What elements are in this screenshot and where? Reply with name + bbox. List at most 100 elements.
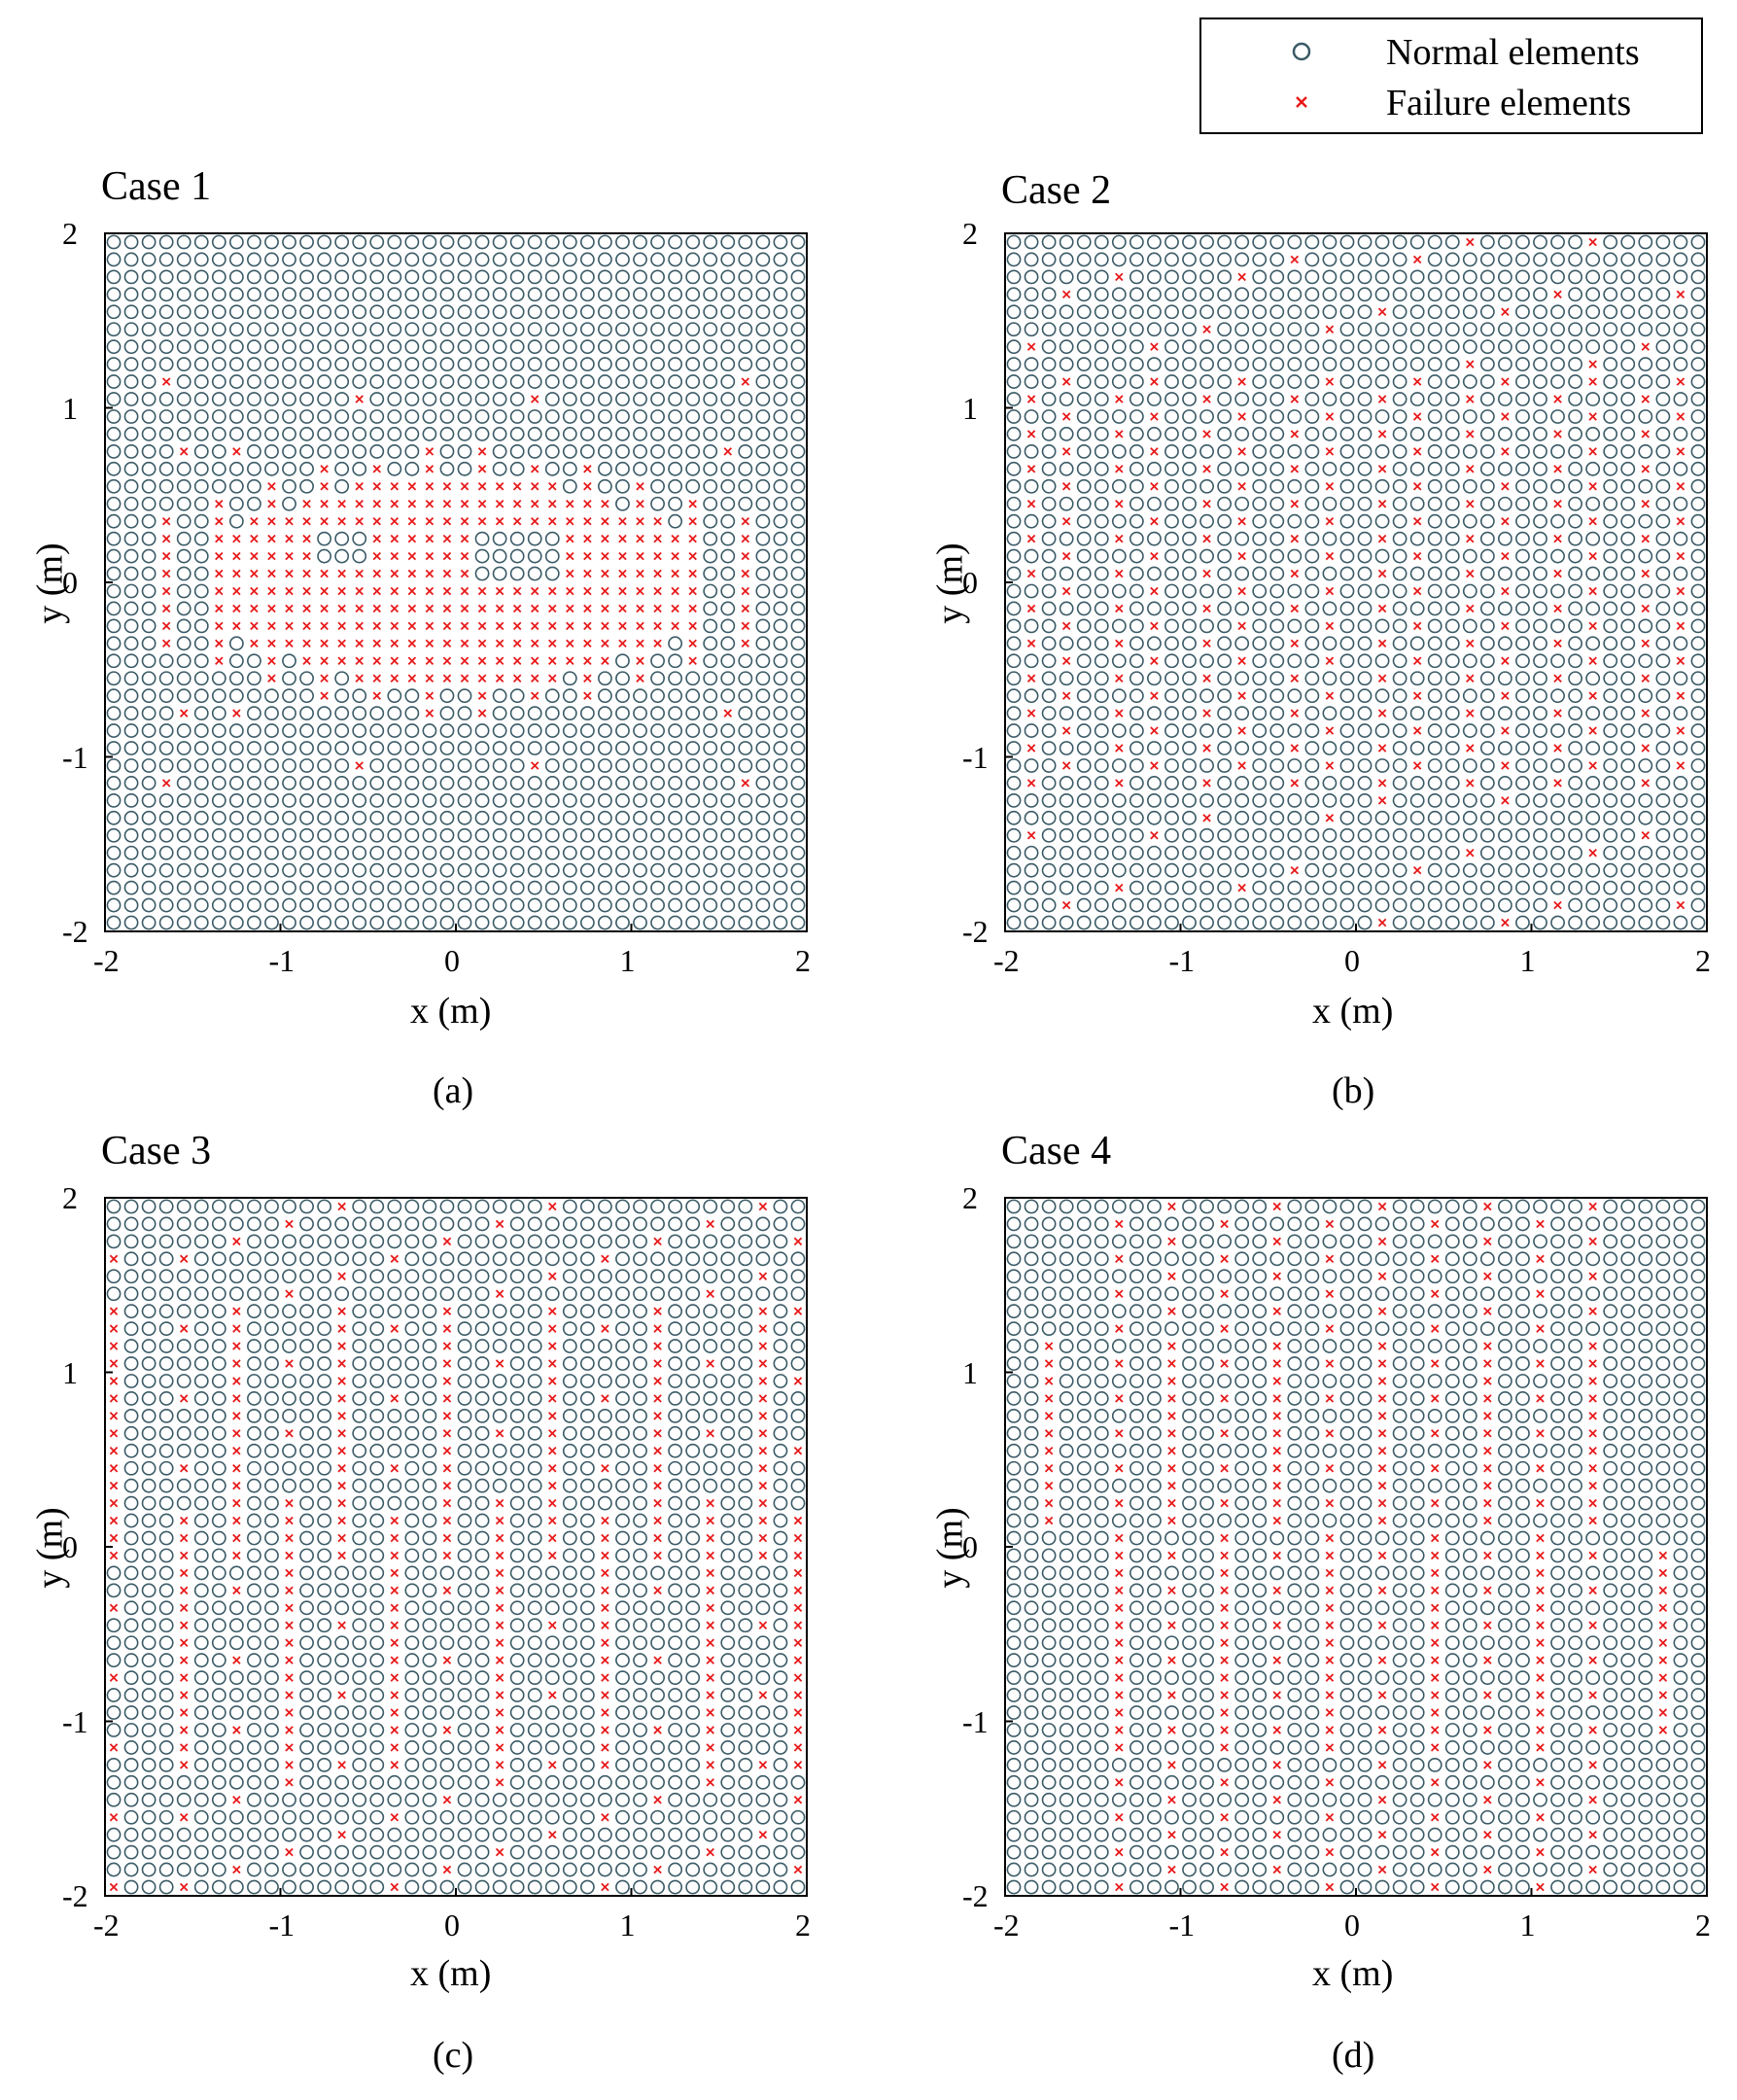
normal-element-point — [598, 810, 612, 825]
normal-element-point — [299, 322, 314, 337]
normal-element-point — [193, 269, 209, 285]
y-tick-label: 1 — [62, 1354, 78, 1390]
failure-element-point — [477, 691, 487, 700]
normal-element-point — [598, 688, 612, 704]
normal-element-point — [123, 496, 139, 511]
normal-element-point — [387, 304, 402, 320]
normal-element-point — [598, 304, 612, 320]
normal-element-point — [544, 427, 560, 441]
normal-element-point — [492, 845, 507, 860]
normal-element-point — [439, 845, 455, 860]
panel-c-title: Case 3 — [101, 1129, 212, 1173]
failure-element-point — [161, 586, 171, 596]
normal-element-point — [334, 758, 350, 773]
normal-element-point — [457, 461, 472, 476]
normal-element-point — [228, 374, 244, 389]
normal-element-point — [562, 252, 577, 267]
failure-element-point — [512, 674, 522, 682]
failure-element-point — [583, 569, 592, 578]
failure-element-point — [425, 621, 434, 631]
normal-element-point — [352, 252, 367, 267]
normal-element-point — [527, 776, 542, 790]
normal-element-point — [123, 392, 139, 406]
failure-element-point — [302, 604, 311, 613]
failure-element-point — [232, 604, 241, 613]
failure-element-point — [355, 656, 364, 666]
failure-element-point — [618, 534, 627, 543]
normal-element-point — [598, 374, 612, 389]
failure-element-point — [477, 604, 487, 613]
normal-element-point — [228, 636, 244, 651]
x-tick-label: -1 — [1168, 1908, 1196, 1942]
normal-element-point — [404, 443, 420, 459]
failure-element-point — [267, 639, 276, 648]
normal-element-point — [193, 688, 209, 704]
normal-element-point — [352, 234, 367, 250]
failure-element-point — [530, 586, 539, 596]
normal-element-point — [598, 827, 612, 843]
normal-element-point — [492, 566, 507, 581]
normal-element-point — [474, 304, 490, 320]
failure-element-point — [355, 499, 364, 508]
failure-element-point — [407, 656, 417, 666]
normal-element-point — [369, 845, 385, 860]
failure-element-point — [512, 621, 522, 631]
normal-element-point — [369, 409, 385, 424]
y-tick-label: -1 — [62, 1703, 88, 1739]
failure-element-point — [442, 674, 452, 682]
normal-element-point — [404, 706, 420, 721]
normal-element-point — [387, 409, 402, 424]
normal-element-point — [176, 897, 191, 913]
normal-element-point — [141, 688, 156, 704]
normal-element-point — [457, 443, 472, 459]
normal-element-point — [176, 845, 191, 860]
normal-element-point — [282, 427, 296, 441]
normal-element-point — [228, 810, 244, 825]
normal-element-point — [158, 671, 174, 686]
normal-element-point — [228, 427, 244, 441]
normal-element-point — [334, 322, 350, 337]
normal-element-point — [527, 443, 542, 459]
failure-element-point — [636, 656, 644, 666]
normal-element-point — [158, 287, 174, 302]
normal-element-point — [492, 392, 507, 406]
failure-element-point — [285, 621, 294, 631]
normal-element-point — [211, 287, 226, 302]
failure-element-point — [425, 674, 434, 682]
x-tick-label: 0 — [444, 1908, 460, 1942]
normal-element-point — [211, 671, 226, 686]
normal-element-point — [176, 583, 191, 599]
normal-element-point — [457, 392, 472, 406]
normal-element-point — [247, 304, 261, 320]
y-tick-label: 0 — [62, 565, 78, 600]
normal-element-point — [141, 392, 156, 406]
normal-element-point — [264, 461, 279, 476]
normal-element-point — [106, 531, 122, 546]
normal-element-point — [615, 252, 630, 267]
normal-element-point — [211, 392, 226, 406]
failure-element-point — [583, 534, 592, 543]
normal-element-point — [334, 671, 350, 686]
normal-element-point — [211, 845, 226, 860]
normal-element-point — [492, 252, 507, 267]
normal-element-point — [562, 776, 577, 790]
failure-element-point — [215, 621, 224, 631]
normal-element-point — [404, 741, 420, 755]
x-tick-label: 2 — [1695, 943, 1711, 978]
failure-element-point — [267, 482, 276, 491]
normal-element-point — [299, 741, 314, 755]
normal-element-point — [141, 827, 156, 843]
normal-element-point — [106, 618, 122, 634]
normal-element-point — [228, 496, 244, 511]
normal-element-point — [247, 862, 261, 878]
normal-element-point — [404, 758, 420, 773]
normal-element-point — [123, 583, 139, 599]
failure-element-point — [250, 604, 259, 613]
failure-element-point — [267, 516, 276, 526]
normal-element-point — [247, 776, 261, 790]
failure-element-point — [232, 586, 241, 596]
normal-element-point — [579, 758, 595, 773]
normal-element-point — [369, 880, 385, 895]
normal-element-point — [176, 688, 191, 704]
normal-element-point — [176, 758, 191, 773]
